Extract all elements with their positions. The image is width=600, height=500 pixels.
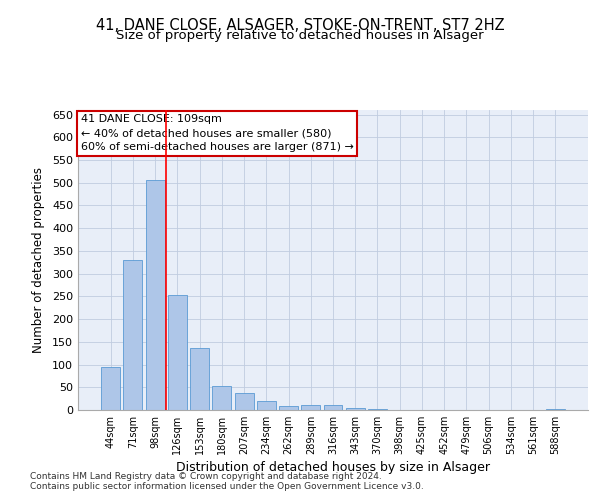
Text: 41 DANE CLOSE: 109sqm
← 40% of detached houses are smaller (580)
60% of semi-det: 41 DANE CLOSE: 109sqm ← 40% of detached … [80,114,353,152]
Bar [279,406,298,410]
Bar [101,367,120,410]
Bar [146,180,164,410]
Bar [235,393,254,410]
Bar [212,386,231,410]
Bar [257,401,276,410]
Bar [323,406,343,410]
Bar [546,408,565,410]
Bar [368,409,387,410]
Text: Contains public sector information licensed under the Open Government Licence v3: Contains public sector information licen… [30,482,424,491]
Text: 41, DANE CLOSE, ALSAGER, STOKE-ON-TRENT, ST7 2HZ: 41, DANE CLOSE, ALSAGER, STOKE-ON-TRENT,… [95,18,505,32]
Bar [190,348,209,410]
Bar [168,295,187,410]
Text: Contains HM Land Registry data © Crown copyright and database right 2024.: Contains HM Land Registry data © Crown c… [30,472,382,481]
Bar [301,406,320,410]
Text: Size of property relative to detached houses in Alsager: Size of property relative to detached ho… [116,29,484,42]
Bar [346,408,365,410]
Bar [124,260,142,410]
X-axis label: Distribution of detached houses by size in Alsager: Distribution of detached houses by size … [176,461,490,474]
Y-axis label: Number of detached properties: Number of detached properties [32,167,45,353]
